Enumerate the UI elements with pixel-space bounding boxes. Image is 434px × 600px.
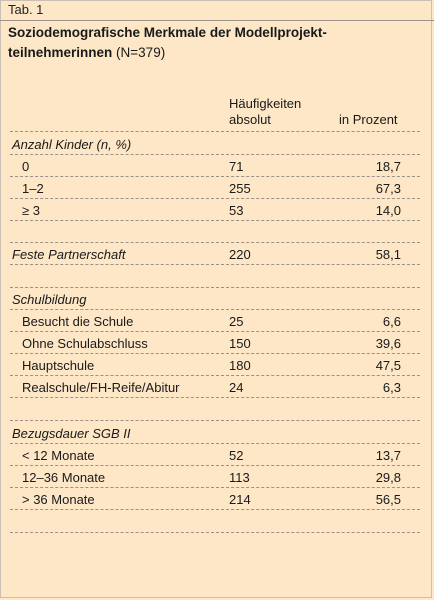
section-label-education: Schulbildung: [12, 292, 87, 307]
row-abs-value: 113: [229, 470, 250, 485]
section-divider: [10, 242, 420, 243]
row-abs-value: 52: [229, 448, 244, 463]
row-divider: [10, 353, 420, 354]
row-divider: [10, 397, 420, 398]
row-label: Ohne Schulabschluss: [22, 336, 148, 351]
row-pct-value: 67,3: [375, 181, 401, 196]
row-label: ≥ 3: [22, 203, 40, 218]
table-title: Soziodemografische Merkmale der Modellpr…: [8, 23, 428, 63]
row-divider: [10, 154, 420, 155]
row-pct-value: 6,3: [382, 380, 401, 395]
section-divider: [10, 287, 420, 288]
column-header-absolute: Häufigkeiten absolut: [229, 96, 301, 128]
row-label: 1–2: [22, 181, 44, 196]
row-divider: [10, 443, 420, 444]
row-pct-value: 47,5: [375, 358, 401, 373]
row-abs-value: 53: [229, 203, 244, 218]
title-line-2: teilnehmerinnen (N=379): [8, 43, 428, 63]
row-label: 12–36 Monate: [22, 470, 106, 485]
section-label-benefit-duration: Bezugsdauer SGB II: [12, 426, 131, 441]
sample-size: (N=379): [116, 45, 166, 60]
row-divider: [10, 309, 420, 310]
title-rule: [0, 20, 434, 21]
title-line-1: Soziodemografische Merkmale der Modellpr…: [8, 25, 327, 40]
row-abs-value: 71: [229, 159, 244, 174]
table-number: Tab. 1: [8, 2, 44, 17]
row-pct-value: 29,8: [375, 470, 401, 485]
row-abs-value: 24: [229, 380, 244, 395]
row-pct-value: 13,7: [375, 448, 401, 463]
partnership-abs-value: 220: [229, 247, 251, 262]
row-pct-value: 39,6: [375, 336, 401, 351]
column-header-absolute-line-2: absolut: [229, 112, 271, 127]
column-header-percent: in Prozent: [339, 112, 398, 127]
row-divider: [10, 220, 420, 221]
table-bottom-divider: [10, 532, 420, 533]
section-divider: [10, 420, 420, 421]
row-divider: [10, 198, 420, 199]
row-pct-value: 14,0: [375, 203, 401, 218]
row-label: Hauptschule: [22, 358, 95, 373]
row-label: Realschule/FH-Reife/Abitur: [22, 380, 180, 395]
row-abs-value: 150: [229, 336, 251, 351]
row-abs-value: 180: [229, 358, 251, 373]
row-divider: [10, 375, 420, 376]
row-pct-value: 56,5: [375, 492, 401, 507]
row-divider: [10, 487, 420, 488]
row-label: > 36 Monate: [22, 492, 95, 507]
row-pct-value: 18,7: [375, 159, 401, 174]
row-label: 0: [22, 159, 30, 174]
row-divider: [10, 331, 420, 332]
section-label-partnership: Feste Partnerschaft: [12, 247, 126, 262]
row-divider: [10, 509, 420, 510]
header-divider: [10, 131, 420, 132]
section-label-children: Anzahl Kinder (n, %): [12, 137, 132, 152]
column-header-absolute-line-1: Häufigkeiten: [229, 96, 302, 111]
partnership-pct-value: 58,1: [375, 247, 401, 262]
row-label: Besucht die Schule: [22, 314, 134, 329]
row-abs-value: 255: [229, 181, 251, 196]
row-abs-value: 214: [229, 492, 251, 507]
row-divider: [10, 465, 420, 466]
row-pct-value: 6,6: [382, 314, 401, 329]
row-abs-value: 25: [229, 314, 244, 329]
row-label: < 12 Monate: [22, 448, 95, 463]
row-divider: [10, 264, 420, 265]
row-divider: [10, 176, 420, 177]
title-line-2-text: teilnehmerinnen: [8, 45, 113, 60]
